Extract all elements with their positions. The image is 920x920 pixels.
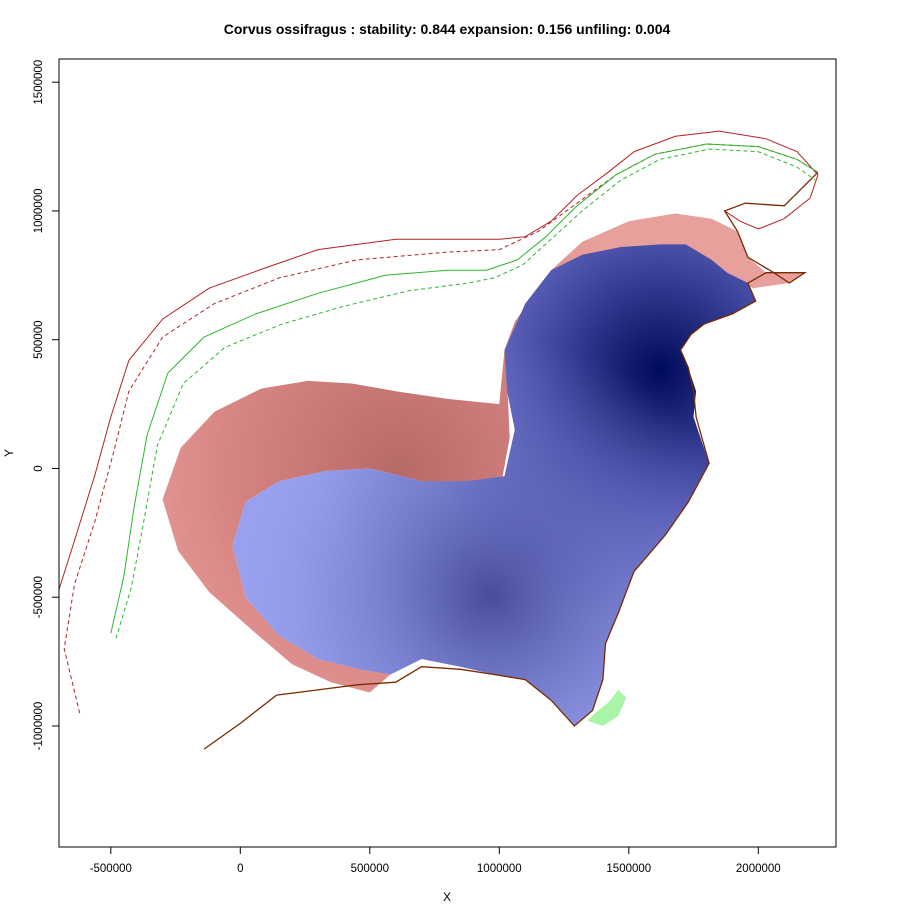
stability-region-core xyxy=(232,244,756,726)
y-tick-label: -500000 xyxy=(33,576,45,618)
y-tick-label: -1000000 xyxy=(33,702,45,751)
expansion-region xyxy=(162,213,805,693)
y-axis-label: Y xyxy=(2,449,16,457)
y-axis: -1000000 -500000 0 500000 1000000 1500000 xyxy=(33,60,60,751)
x-tick-label: 500000 xyxy=(351,863,389,875)
coastline-contour xyxy=(203,171,819,750)
x-tick-label: 0 xyxy=(237,863,243,875)
x-tick-label: 1500000 xyxy=(606,863,651,875)
plot-area xyxy=(59,130,819,750)
x-tick-label: 1000000 xyxy=(477,863,522,875)
y-tick-label: 1000000 xyxy=(33,189,45,234)
native-outer-contour xyxy=(59,130,819,590)
invaded-outer-contour xyxy=(110,143,819,634)
y-tick-label: 0 xyxy=(33,465,45,471)
x-axis: -500000 0 500000 1000000 1500000 2000000 xyxy=(90,846,781,875)
x-tick-label: 2000000 xyxy=(736,863,781,875)
chart-title: Corvus ossifragus : stability: 0.844 exp… xyxy=(224,21,671,37)
y-tick-label: 1500000 xyxy=(33,60,45,105)
x-axis-label: X xyxy=(443,890,451,904)
unfilling-region xyxy=(587,689,627,726)
x-tick-label: -500000 xyxy=(90,863,132,875)
y-tick-label: 500000 xyxy=(33,321,45,359)
